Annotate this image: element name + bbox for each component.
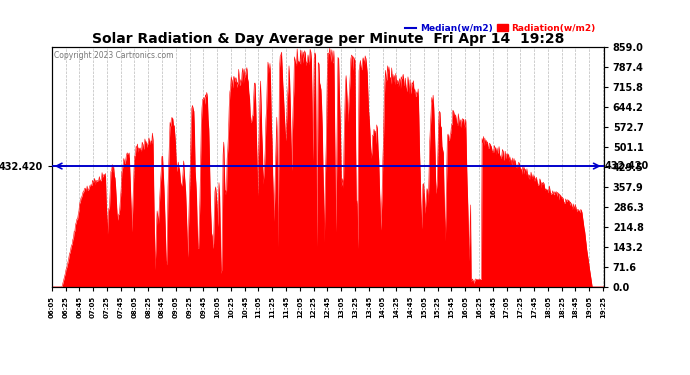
Title: Solar Radiation & Day Average per Minute  Fri Apr 14  19:28: Solar Radiation & Day Average per Minute… bbox=[92, 32, 564, 46]
Legend: Median(w/m2), Radiation(w/m2): Median(w/m2), Radiation(w/m2) bbox=[402, 20, 599, 36]
Text: 432.420: 432.420 bbox=[604, 161, 649, 171]
Text: Copyright 2023 Cartronics.com: Copyright 2023 Cartronics.com bbox=[54, 51, 173, 60]
